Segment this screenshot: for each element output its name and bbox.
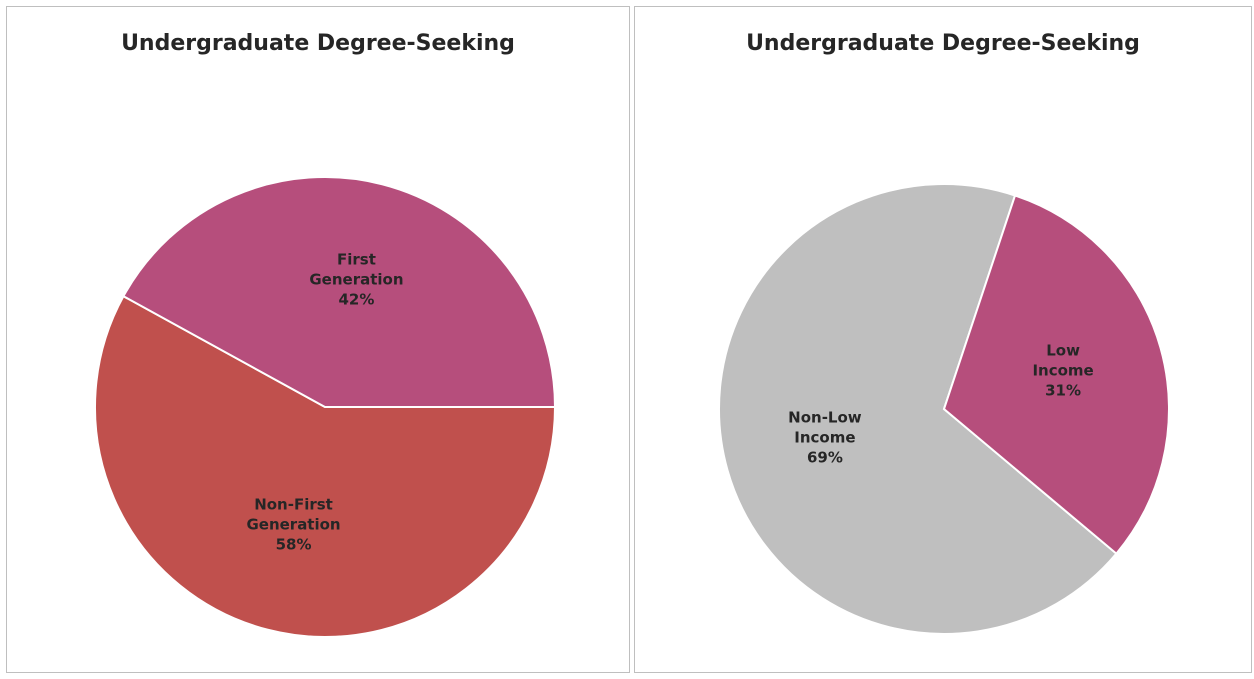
chart-title: Undergraduate Degree-Seeking xyxy=(746,31,1140,56)
chart-panel-first-generation: Undergraduate Degree-Seeking Non-First Ge… xyxy=(6,6,630,673)
pie-slice-non-first-generation xyxy=(94,294,557,638)
pie-chart-first-generation: Non-First Generation 58% First Generation 42% xyxy=(94,176,557,638)
slice-label: Non-First Generation 58% xyxy=(246,496,340,554)
pie-slice-first-generation xyxy=(122,176,557,408)
slice-label: Non-Low Income 69% xyxy=(788,409,862,467)
chart-panel-low-income: Undergraduate Degree-Seeking Non-Low Inco… xyxy=(634,6,1252,673)
pie-slice-non-low-income xyxy=(718,183,1118,635)
slice-label: Low Income 31% xyxy=(1032,341,1093,399)
slice-label: First Generation 42% xyxy=(309,250,403,308)
pie-chart-low-income: Non-Low Income 69% Low Income 31% xyxy=(718,183,1170,635)
chart-title: Undergraduate Degree-Seeking xyxy=(121,31,515,56)
pie-slice-low-income xyxy=(942,194,1170,556)
